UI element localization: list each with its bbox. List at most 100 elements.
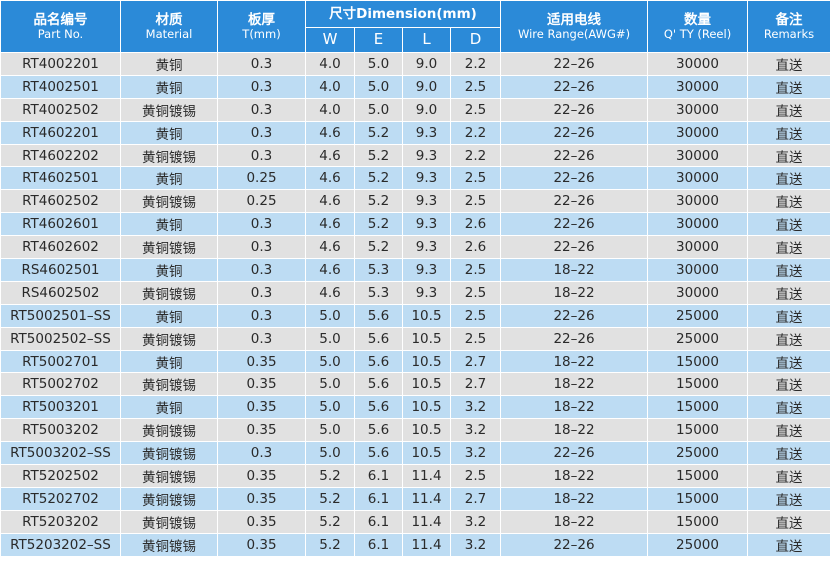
part-no-cell: RT4002501 [0,74,121,99]
material-cell: 黄铜镀锡 [120,372,218,397]
col-header-dimension: 尺寸Dimension(mm) [304,0,502,28]
e-cell: 5.6 [354,418,403,443]
e-cell: 5.2 [354,120,403,145]
wire-range-cell: 18–22 [500,464,649,488]
part-no-cell: RT5002502–SS [0,326,121,351]
d-cell: 2.2 [449,120,502,145]
part-no-cell: RT4602502 [0,189,121,214]
w-cell: 4.0 [305,52,355,76]
d-cell: 2.6 [449,235,502,260]
spec-table: 品名编号 Part No. 材质 Material 板厚 T(mm) 尺寸Dim… [0,0,830,557]
qty-cell: 30000 [647,166,749,191]
e-cell: 5.2 [354,235,403,260]
table-row: RT4602502 黄铜镀锡 0.25 4.6 5.2 9.3 2.5 22–26 30000 直… [0,189,830,214]
thickness-cell: 0.3 [217,212,306,237]
remarks-cell: 直送 [747,143,830,168]
d-cell: 3.2 [449,395,502,420]
wire-range-cell: 22–26 [500,166,649,191]
thickness-cell: 0.3 [217,441,306,466]
table-body: RT4002201 黄铜 0.3 4.0 5.0 9.0 2.2 22–26 30000 直送 RT… [0,52,830,557]
d-cell: 2.5 [449,303,502,328]
table-row: RT4002502 黄铜镀锡 0.3 4.0 5.0 9.0 2.5 22–26 30000 直送 [0,97,830,122]
e-cell: 5.0 [354,52,403,76]
col-header-w: W [305,27,355,53]
thickness-cell: 0.3 [217,74,306,99]
qty-cell: 25000 [647,441,749,466]
thickness-cell: 0.3 [217,303,306,328]
table-row: RT4602601 黄铜 0.3 4.6 5.2 9.3 2.6 22–26 30000 直送 [0,212,830,237]
e-cell: 5.6 [354,441,403,466]
qty-cell: 15000 [647,486,749,511]
l-cell: 10.5 [402,372,451,397]
l-cell: 9.3 [402,258,451,282]
remarks-cell: 直送 [747,464,830,488]
col-header-d: D [449,27,502,53]
wire-range-cell: 18–22 [500,280,649,305]
remarks-cell: 直送 [747,189,830,214]
part-no-cell: RT5202502 [0,464,121,488]
w-cell: 5.0 [305,349,355,374]
l-cell: 10.5 [402,395,451,420]
thickness-cell: 0.3 [217,326,306,351]
wire-range-cell: 18–22 [500,509,649,534]
table-row: RT5003202–SS 黄铜镀锡 0.3 5.0 5.6 10.5 3.2 22–26 250… [0,441,830,466]
table-row: RS4602502 黄铜镀锡 0.3 4.6 5.3 9.3 2.5 18–22 30000 直送 [0,280,830,305]
table-row: RT4602202 黄铜镀锡 0.3 4.6 5.2 9.3 2.2 22–26 30000 直送 [0,143,830,168]
l-cell: 9.3 [402,166,451,191]
material-cell: 黄铜镀锡 [120,441,218,466]
table-row: RS4602501 黄铜 0.3 4.6 5.3 9.3 2.5 18–22 30000 直送 [0,258,830,282]
part-no-cell: RT4002201 [0,52,121,76]
wire-range-cell: 22–26 [500,532,649,557]
d-cell: 2.7 [449,349,502,374]
wire-range-cell: 22–26 [500,326,649,351]
thickness-cell: 0.3 [217,258,306,282]
wire-range-cell: 22–26 [500,212,649,237]
l-cell: 11.4 [402,486,451,511]
qty-cell: 15000 [647,418,749,443]
part-no-cell: RT4602201 [0,120,121,145]
qty-cell: 25000 [647,326,749,351]
col-header-remarks-en: Remarks [763,27,815,42]
d-cell: 2.6 [449,212,502,237]
l-cell: 9.0 [402,97,451,122]
d-cell: 2.5 [449,326,502,351]
e-cell: 6.1 [354,486,403,511]
w-cell: 4.6 [305,166,355,191]
table-row: RT4602602 黄铜镀锡 0.3 4.6 5.2 9.3 2.6 22–26 30000 直送 [0,235,830,260]
table-row: RT5202502 黄铜镀锡 0.35 5.2 6.1 11.4 2.5 18–22 15000… [0,464,830,488]
w-cell: 4.0 [305,97,355,122]
remarks-cell: 直送 [747,372,830,397]
wire-range-cell: 18–22 [500,418,649,443]
d-cell: 2.5 [449,74,502,99]
qty-cell: 30000 [647,74,749,99]
thickness-cell: 0.35 [217,486,306,511]
col-header-wire-range: 适用电线 Wire Range(AWG#) [500,0,649,53]
qty-cell: 30000 [647,212,749,237]
thickness-cell: 0.35 [217,509,306,534]
col-header-material-zh: 材质 [155,11,183,28]
wire-range-cell: 22–26 [500,189,649,214]
col-header-part-no: 品名编号 Part No. [0,0,121,53]
material-cell: 黄铜镀锡 [120,280,218,305]
w-cell: 5.0 [305,395,355,420]
remarks-cell: 直送 [747,532,830,557]
thickness-cell: 0.35 [217,372,306,397]
remarks-cell: 直送 [747,486,830,511]
wire-range-cell: 18–22 [500,258,649,282]
l-cell: 10.5 [402,418,451,443]
d-cell: 3.2 [449,509,502,534]
w-cell: 5.0 [305,326,355,351]
material-cell: 黄铜镀锡 [120,464,218,488]
remarks-cell: 直送 [747,258,830,282]
qty-cell: 25000 [647,303,749,328]
qty-cell: 30000 [647,280,749,305]
table-row: RT5003202 黄铜镀锡 0.35 5.0 5.6 10.5 3.2 18–22 15000… [0,418,830,443]
w-cell: 5.0 [305,418,355,443]
e-cell: 5.3 [354,258,403,282]
d-cell: 2.5 [449,97,502,122]
l-cell: 10.5 [402,441,451,466]
e-cell: 5.0 [354,97,403,122]
d-cell: 2.7 [449,486,502,511]
header-row-top: 品名编号 Part No. 材质 Material 板厚 T(mm) 尺寸Dim… [0,0,830,53]
w-cell: 5.0 [305,303,355,328]
